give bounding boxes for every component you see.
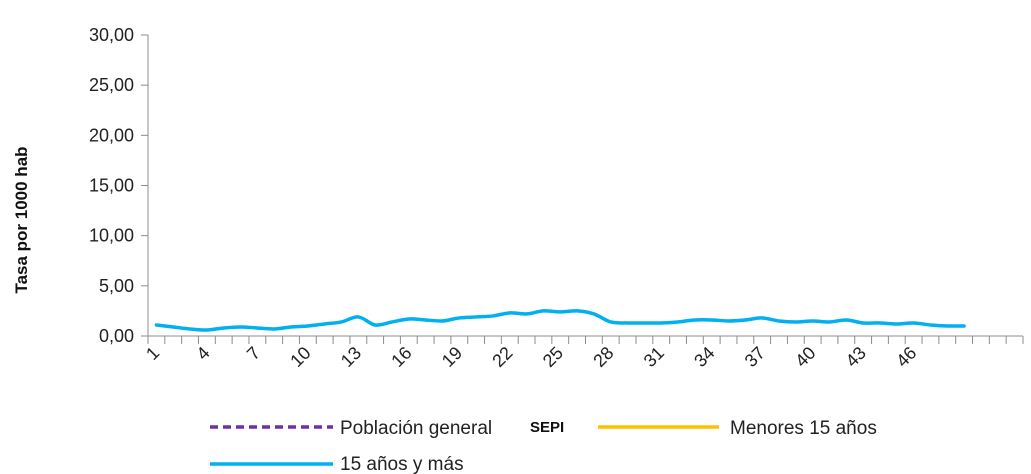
x-tick-label: 46 xyxy=(892,343,920,371)
series-line xyxy=(154,309,966,332)
x-tick-label: 13 xyxy=(337,343,365,371)
x-tick-label: 43 xyxy=(842,343,870,371)
x-tick-label: 4 xyxy=(192,343,213,364)
x-tick-label: 40 xyxy=(791,343,819,371)
x-tick-label: 37 xyxy=(741,343,769,371)
y-tick-label: 0,00 xyxy=(99,326,134,346)
y-tick-label: 30,00 xyxy=(89,25,134,45)
x-tick-labels: 1 4 7 10 13 16 19 22 25 28 31 34 37 40 43 46 xyxy=(142,343,920,371)
y-axis-title: Tasa por 1000 hab xyxy=(12,146,31,293)
y-tick-label: 15,00 xyxy=(89,176,134,196)
y-tick-label: 10,00 xyxy=(89,226,134,246)
y-tick-label: 5,00 xyxy=(99,276,134,296)
legend-extra-label: SEPI xyxy=(530,419,564,436)
x-tick-label: 19 xyxy=(438,343,466,371)
y-tick-label: 20,00 xyxy=(89,125,134,145)
axes xyxy=(141,34,1024,344)
x-tick-label: 10 xyxy=(286,343,314,371)
series-lines xyxy=(154,309,966,332)
y-tick-labels: 0,00 5,00 10,00 15,00 20,00 25,00 30,00 xyxy=(89,25,134,346)
legend-label: Población general xyxy=(340,418,492,439)
x-tick-label: 22 xyxy=(488,343,516,371)
x-tick-label: 31 xyxy=(640,343,668,371)
x-tick-label: 34 xyxy=(690,343,718,371)
legend-label: Menores 15 años xyxy=(730,418,877,439)
y-tick-label: 25,00 xyxy=(89,75,134,95)
x-tick-label: 25 xyxy=(539,343,567,371)
legend-label: 15 años y más xyxy=(340,454,464,474)
x-tick-label: 7 xyxy=(243,343,264,364)
x-tick-label: 16 xyxy=(387,343,415,371)
legend: Población general SEPI Menores 15 años 15 a… xyxy=(210,418,877,474)
x-tick-label: 1 xyxy=(142,343,163,364)
x-tick-label: 28 xyxy=(589,343,617,371)
